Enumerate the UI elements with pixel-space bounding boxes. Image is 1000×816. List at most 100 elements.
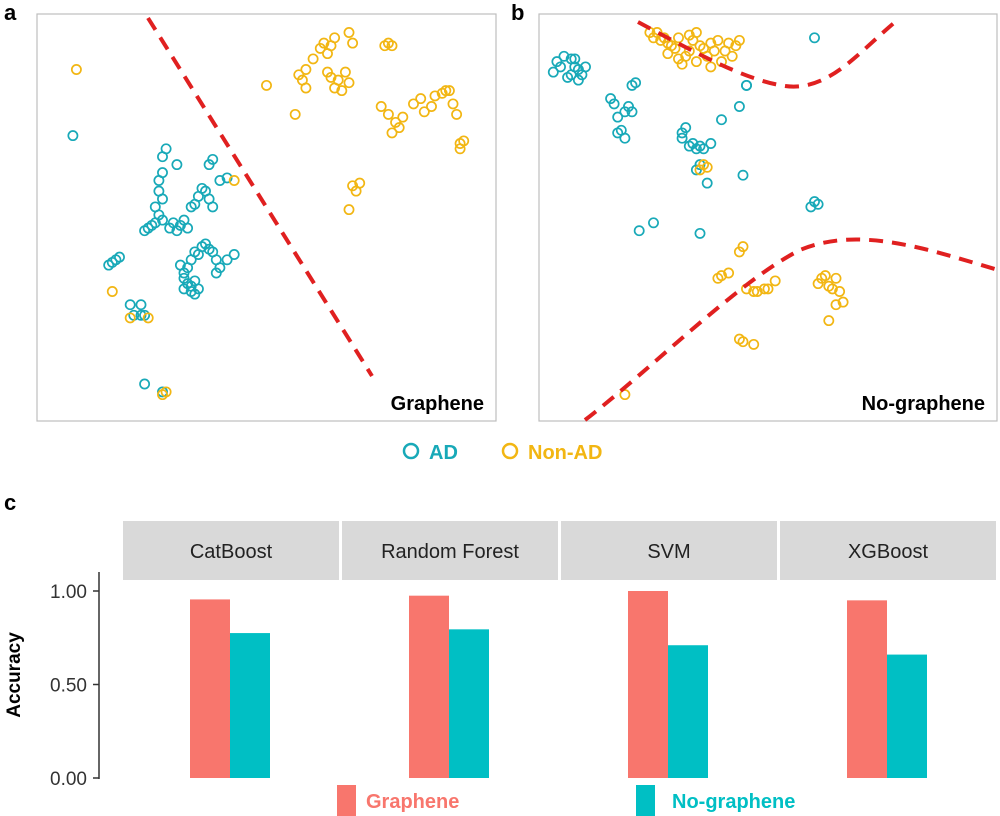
scatter-point-non-ad — [837, 296, 849, 308]
facet-strip — [123, 521, 339, 580]
scatter-point-non-ad — [683, 45, 695, 57]
scatter-point-non-ad — [690, 56, 702, 68]
scatter-point-ad — [135, 299, 147, 311]
scatter-point-non-ad — [347, 37, 359, 49]
scatter-point-ad — [630, 77, 642, 89]
legend-graphene-label: Graphene — [366, 791, 459, 813]
scatter-point-non-ad — [733, 34, 745, 46]
y-tick-label: 0.00 — [50, 769, 87, 790]
scatter-point-non-ad — [386, 40, 398, 52]
scatter-point-non-ad — [289, 108, 301, 120]
scatter-point-non-ad — [748, 338, 760, 350]
scatter-point-ad — [569, 53, 581, 65]
scatter-point-non-ad — [426, 101, 437, 112]
scatter-point-ad — [149, 201, 161, 213]
scatter-point-non-ad — [397, 111, 409, 123]
scatter-point-non-ad — [737, 241, 749, 253]
y-tick-label: 1.00 — [50, 582, 87, 603]
scatter-point-non-ad — [723, 267, 735, 279]
scatter-point-ad — [228, 249, 240, 260]
bar-graphene — [190, 599, 230, 778]
scatter-point-non-ad — [429, 90, 441, 102]
panel-label-c: c — [4, 490, 16, 515]
scatter-point-ad — [139, 378, 151, 390]
scatter-point-non-ad — [228, 175, 240, 186]
scatter-point-non-ad — [70, 64, 82, 75]
scatter-point-non-ad — [701, 161, 713, 173]
scatter-point-non-ad — [106, 286, 118, 297]
scatter-point-non-ad — [723, 37, 735, 49]
scatter-point-ad — [67, 130, 79, 142]
legend-no-graphene-swatch — [636, 785, 655, 816]
scatter-point-ad — [701, 177, 713, 189]
bar-graphene — [847, 600, 887, 778]
scatter-point-non-ad — [300, 82, 312, 94]
y-axis-label: Accuracy — [4, 632, 25, 718]
scatter-point-non-ad — [339, 66, 351, 78]
scatter-point-ad — [698, 143, 710, 155]
scatter-point-ad — [737, 169, 749, 181]
scatter-point-non-ad — [343, 77, 355, 89]
scatter-point-ad — [153, 175, 165, 186]
scatter-point-non-ad — [415, 93, 427, 105]
scatter-point-ad — [114, 251, 125, 263]
panel-label-a: a — [4, 0, 17, 25]
scatter-point-non-ad — [751, 286, 763, 297]
facet-strip — [780, 521, 996, 580]
scatter-point-non-ad — [762, 283, 774, 295]
scatter-point-ad — [705, 138, 717, 149]
scatter-point-non-ad — [748, 286, 760, 297]
scatter-point-non-ad — [142, 312, 154, 324]
bar-no-graphene — [230, 633, 270, 778]
scatter-point-ad — [676, 132, 688, 144]
scatter-point-non-ad — [300, 64, 312, 75]
scatter-point-non-ad — [673, 32, 684, 44]
scatter-point-ad — [648, 217, 659, 229]
scatter-frame-b — [538, 13, 998, 422]
scatter-point-non-ad — [393, 122, 405, 134]
scatter-point-non-ad — [318, 37, 330, 49]
scatter-point-ad — [221, 254, 233, 266]
scatter-label-graphene: Graphene — [391, 393, 484, 415]
scatter-point-non-ad — [690, 27, 702, 38]
scatter-point-non-ad — [418, 106, 430, 118]
scatter-point-ad — [160, 143, 172, 155]
scatter-legend: AD Non-AD — [402, 442, 602, 464]
scatter-points-b — [547, 27, 849, 401]
scatter-point-ad — [207, 201, 219, 213]
scatter-point-non-ad — [758, 283, 770, 295]
bar-no-graphene — [887, 654, 927, 778]
legend-ad-marker — [402, 442, 420, 460]
y-tick-label: 0.50 — [50, 676, 87, 697]
scatter-point-non-ad — [737, 336, 749, 348]
scatter-point-non-ad — [819, 270, 831, 282]
scatter-point-non-ad — [705, 61, 717, 73]
scatter-point-non-ad — [708, 45, 720, 57]
scatter-point-non-ad — [447, 98, 459, 110]
scatter-point-non-ad — [343, 27, 355, 38]
facet-label: Random Forest — [381, 541, 519, 563]
scatter-point-non-ad — [375, 101, 387, 112]
facet-label: CatBoost — [190, 541, 273, 563]
scatter-point-non-ad — [307, 53, 319, 65]
scatter-point-ad — [580, 61, 591, 73]
scatter-point-ad — [716, 114, 727, 126]
scatter-point-non-ad — [354, 177, 366, 189]
scatter-point-ad — [178, 283, 190, 295]
scatter-point-non-ad — [443, 85, 455, 97]
legend-ad-label: AD — [429, 442, 458, 464]
scatter-point-non-ad — [669, 42, 681, 54]
scatter-point-ad — [124, 299, 136, 311]
scatter-point-non-ad — [261, 79, 272, 91]
scatter-point-non-ad — [160, 386, 172, 398]
bar-no-graphene — [668, 645, 708, 778]
scatter-point-non-ad — [712, 34, 724, 46]
scatter-point-ad — [221, 172, 233, 184]
scatter-point-ad — [171, 159, 183, 171]
scatter-point-non-ad — [830, 299, 842, 311]
scatter-point-non-ad — [454, 143, 466, 155]
scatter-point-non-ad — [834, 286, 846, 297]
scatter-point-ad — [626, 106, 638, 118]
scatter-point-ad — [680, 122, 692, 134]
